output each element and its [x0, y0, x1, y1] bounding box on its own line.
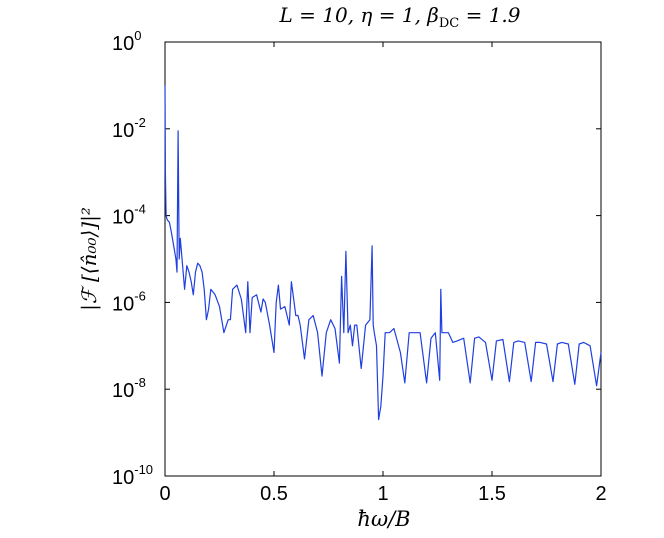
y-tick-label: 10-4 [112, 202, 146, 229]
y-tick-label-base: 10 [112, 380, 134, 402]
x-tick-label: 0 [159, 483, 170, 505]
y-tick-label-base: 10 [112, 33, 134, 55]
y-tick-label-base: 10 [112, 207, 134, 229]
plot-frame [164, 41, 602, 477]
y-tick-label-base: 10 [112, 293, 134, 315]
x-tick-label: 2 [595, 483, 606, 505]
y-tick-label: 100 [112, 28, 141, 55]
y-tick-label-exponent: -2 [134, 115, 146, 130]
series-layer [164, 85, 602, 421]
x-tick-label: 0.5 [260, 483, 288, 505]
y-axis-label: |ℱ [⟨n̂₀₀⟩]|² [77, 207, 102, 311]
x-axis-label: ħω/B [357, 507, 410, 531]
x-axis: 0 0.5 1 1.5 2 [159, 42, 607, 505]
chart-title-main: L = 10, η = 1, β [278, 3, 438, 27]
y-tick-label-base: 10 [112, 120, 134, 142]
chart-title-tail: = 1.9 [459, 3, 521, 27]
y-tick-label: 10-2 [112, 115, 146, 142]
y-tick-label-exponent: -10 [134, 462, 153, 477]
y-tick-label-base: 10 [112, 467, 134, 489]
series-line [164, 85, 602, 421]
y-tick-label-exponent: -6 [134, 288, 146, 303]
chart-title-sub: DC [439, 16, 459, 31]
chart-title: L = 10, η = 1, βDC = 1.9 [278, 3, 520, 31]
y-tick-label-exponent: 0 [134, 28, 141, 43]
y-tick-label-exponent: -8 [134, 375, 146, 390]
y-tick-label: 10-6 [112, 288, 146, 315]
y-tick-label: 10-8 [112, 375, 146, 402]
x-tick-label: 1.5 [478, 483, 506, 505]
y-tick-label: 10-10 [112, 462, 153, 489]
y-tick-label-exponent: -4 [134, 202, 146, 217]
x-tick-label: 1 [377, 483, 388, 505]
